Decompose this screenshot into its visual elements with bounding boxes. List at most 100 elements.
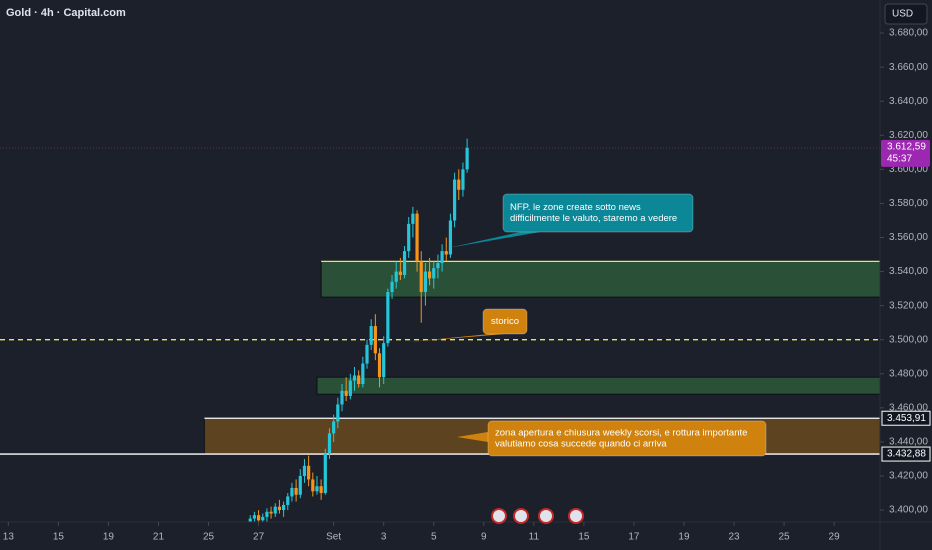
candle-body [402, 251, 407, 275]
event-icon[interactable] [491, 508, 507, 524]
annotation-text: storico [491, 316, 519, 327]
candle-body [269, 511, 273, 514]
candle-body [302, 465, 307, 477]
candle-body [365, 344, 369, 364]
y-tick-label: 3.620,00 [889, 130, 928, 141]
y-tick-label: 3.560,00 [889, 232, 928, 243]
candle-body [248, 518, 252, 522]
y-tick-label: 3.500,00 [889, 334, 928, 345]
candle-body [361, 363, 365, 385]
y-tick-label: 3.660,00 [889, 62, 928, 73]
candle-body [298, 476, 302, 495]
annotation-pointer [457, 432, 488, 442]
annotation-text: valutiamo cosa succede quando ci arriva [495, 439, 667, 450]
event-icon[interactable] [513, 508, 529, 524]
x-tick-label: 15 [578, 532, 590, 543]
event-icon[interactable] [538, 508, 554, 524]
candle-body [319, 486, 323, 494]
candle-body [382, 343, 386, 378]
current-price-label: 3.612,59 [887, 142, 926, 153]
candle-body [277, 506, 282, 511]
candle-body [440, 251, 444, 264]
x-tick-label: 3 [381, 532, 387, 543]
y-tick-label: 3.480,00 [889, 368, 928, 379]
annotation-pointer [448, 232, 540, 248]
candle-body [311, 479, 315, 492]
zone [320, 260, 880, 298]
candle-body [261, 516, 265, 521]
candle-body [286, 496, 290, 505]
y-tick-label: 3.440,00 [889, 437, 928, 448]
x-tick-label: 9 [481, 532, 487, 543]
candle-body [423, 271, 428, 293]
x-tick-label: 25 [203, 532, 215, 543]
annotation-pointer [408, 334, 505, 342]
y-tick-label: 3.420,00 [889, 471, 928, 482]
candle-body [457, 179, 461, 190]
candle-body [348, 380, 352, 396]
x-tick-label: 11 [529, 532, 540, 543]
candle-body [336, 404, 340, 422]
candle-body [352, 375, 357, 381]
annotation-text: zona apertura e chiusura weekly scorsi, … [495, 428, 747, 439]
x-tick-label: 21 [153, 532, 165, 543]
countdown: 45:37 [887, 154, 912, 165]
candle-body [373, 326, 377, 354]
candle-body [415, 213, 419, 262]
x-tick-label: 29 [829, 532, 841, 543]
x-tick-label: Set [326, 532, 341, 543]
candle-body [432, 268, 436, 279]
y-tick-label: 3.680,00 [889, 28, 928, 39]
annotation: storico [408, 308, 528, 342]
candle-body [411, 213, 415, 224]
current-price-box [881, 139, 930, 167]
candle-body [327, 433, 332, 454]
y-tick-label: 3.580,00 [889, 198, 928, 209]
candle-body [427, 271, 432, 279]
candle-body [273, 506, 277, 514]
candle-body [465, 147, 469, 170]
currency-button[interactable] [884, 3, 928, 25]
annotation-text: difficilmente le valuto, staremo a veder… [510, 213, 677, 224]
candle-body [252, 515, 257, 519]
candle-body [357, 375, 361, 385]
candle-body [407, 223, 411, 252]
candle-body [452, 179, 457, 221]
candle-body [265, 511, 269, 517]
price-label: 3.432,88 [887, 449, 926, 460]
candle-body [390, 281, 394, 293]
candle-body [419, 261, 423, 293]
x-tick-label: 23 [728, 532, 740, 543]
y-tick-label: 3.540,00 [889, 266, 928, 277]
candle-body [461, 169, 465, 190]
y-tick-label: 3.400,00 [889, 505, 928, 516]
candle-body [398, 271, 402, 275]
candle-body [340, 390, 344, 405]
candle-body [323, 453, 327, 494]
annotation-text: NFP. le zone create sotto news [510, 202, 641, 213]
x-tick-label: 27 [253, 532, 265, 543]
currency: USD [892, 9, 913, 20]
annotation-box [482, 308, 528, 335]
price-label-box [881, 410, 931, 426]
candle-body [282, 504, 286, 511]
candle-body [369, 326, 373, 345]
event-icons [491, 508, 584, 524]
annotation: NFP. le zone create sotto newsdifficilme… [448, 193, 694, 248]
candle-body [290, 487, 294, 497]
candle-body [394, 271, 398, 282]
x-tick-label: 19 [678, 532, 690, 543]
candle-body [344, 390, 348, 396]
candle-body [294, 487, 298, 495]
chart-title: Gold · 4h · Capital.com [6, 7, 126, 19]
candle-body [436, 263, 440, 269]
candle-body [377, 353, 382, 378]
x-tick-label: 17 [628, 532, 640, 543]
event-icon[interactable] [568, 508, 584, 524]
candle-body [386, 292, 390, 344]
annotation-box [487, 420, 767, 457]
candle-body [307, 465, 311, 480]
x-tick-label: 5 [431, 532, 437, 543]
candle-body [332, 421, 336, 434]
